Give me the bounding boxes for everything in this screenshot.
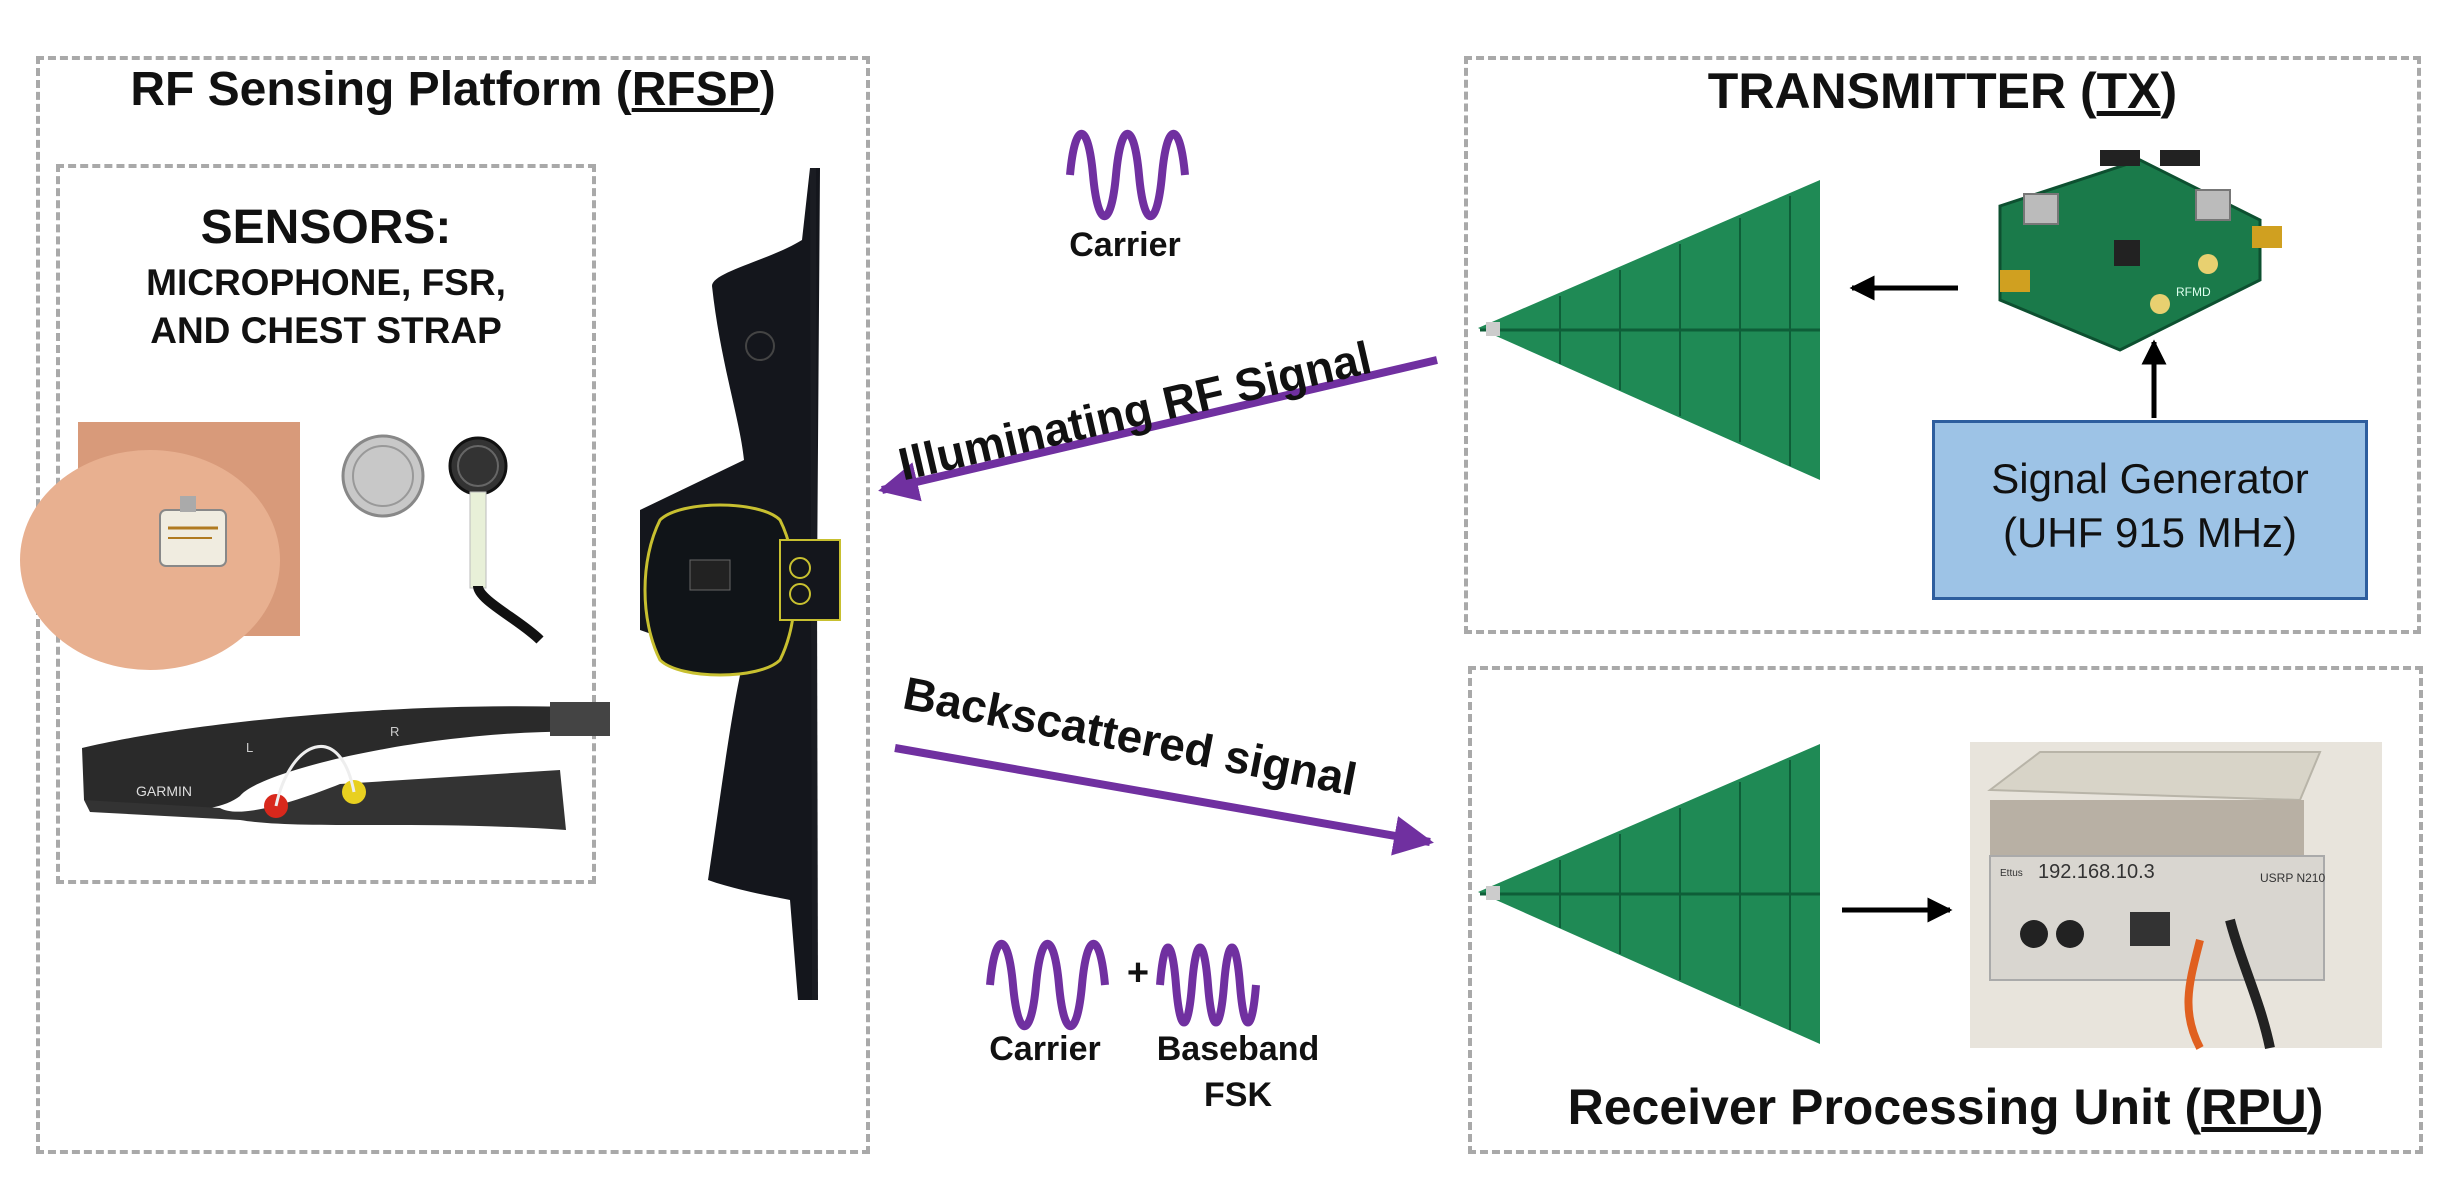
microphone-photo bbox=[20, 422, 300, 670]
rpu-title: Receiver Processing Unit (RPU) bbox=[1567, 1079, 2324, 1135]
rfsp-tag-board bbox=[640, 168, 841, 1000]
strap-brand-label: GARMIN bbox=[136, 783, 192, 799]
carrier-wave-top bbox=[1066, 129, 1189, 221]
strap-right-label: R bbox=[390, 724, 399, 739]
tx-pcb-board: RFMD bbox=[1998, 150, 2282, 352]
signal-generator-label: Signal Generator bbox=[1991, 455, 2309, 502]
signal-generator-frequency: (UHF 915 MHz) bbox=[2002, 509, 2298, 556]
rfsp-abbr: RFSP bbox=[631, 63, 760, 116]
baseband-label-line-1: Baseband bbox=[1156, 1030, 1320, 1068]
rx-antenna bbox=[1478, 744, 1820, 1044]
rfsp-title: RF Sensing Platform (RFSP) bbox=[130, 63, 776, 116]
sensors-line-1: MICROPHONE, FSR, bbox=[146, 262, 506, 303]
transmitter-title: TRANSMITTER (TX) bbox=[1707, 63, 2178, 119]
rpu-abbr: RPU bbox=[2201, 1079, 2307, 1135]
baseband-wave bbox=[1156, 943, 1260, 1027]
illuminating-arrow bbox=[878, 356, 1438, 502]
carrier-label-top: Carrier bbox=[1069, 226, 1181, 264]
backscattered-arrow bbox=[894, 744, 1434, 856]
plus-sign: + bbox=[1126, 952, 1150, 994]
carrier-wave-bottom bbox=[986, 939, 1109, 1031]
rpu-box bbox=[1468, 666, 2423, 1154]
tx-antenna bbox=[1478, 180, 1820, 480]
usrp-model-label: USRP N210 bbox=[2260, 871, 2325, 885]
usrp-brand-label: Ettus bbox=[2000, 868, 2023, 879]
tx-abbr: TX bbox=[2096, 63, 2161, 119]
strap-left-label: L bbox=[246, 740, 253, 755]
tx-board-label: RFMD bbox=[2176, 285, 2211, 299]
chest-strap-photo: GARMIN L R bbox=[82, 702, 610, 830]
carrier-label-bottom: Carrier bbox=[989, 1030, 1101, 1068]
signal-generator-box: Signal Generator (UHF 915 MHz) bbox=[1932, 420, 2368, 600]
baseband-label-line-2: FSK bbox=[1204, 1076, 1272, 1114]
fsr-sensor-photo bbox=[448, 436, 544, 644]
transmitter-box bbox=[1464, 56, 2421, 634]
sensors-line-2: AND CHEST STRAP bbox=[150, 310, 502, 351]
usrp-device-photo: 192.168.10.3 USRP N210 Ettus bbox=[1970, 742, 2382, 1050]
sensors-heading: SENSORS: bbox=[200, 201, 452, 254]
coin-photo bbox=[341, 434, 425, 518]
usrp-ip-label: 192.168.10.3 bbox=[2038, 861, 2155, 883]
